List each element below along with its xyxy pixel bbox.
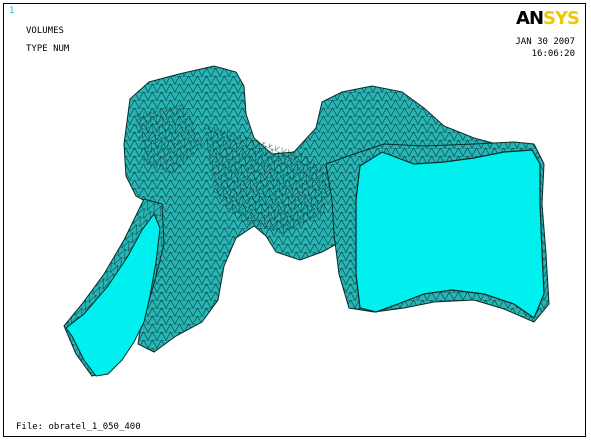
cut-face-left — [65, 213, 161, 377]
logo-sys: SYS — [543, 8, 580, 29]
cut-face-right — [355, 149, 545, 319]
time-stamp: 16:06:20 — [531, 49, 575, 59]
file-name-label: File: obratel_1_050_400 — [16, 422, 141, 432]
numbering-label: TYPE NUM — [26, 44, 70, 54]
window-number: 1 — [9, 6, 15, 16]
logo-an: AN — [516, 8, 544, 29]
date-stamp: JAN 30 2007 — [515, 37, 575, 47]
ansys-logo: ANSYS — [516, 8, 580, 29]
mesh-body — [123, 65, 525, 353]
graphics-window[interactable]: 1 VOLUMES TYPE NUM JAN 30 2007 16:06:20 … — [3, 3, 586, 437]
entity-label: VOLUMES — [26, 26, 64, 36]
vertebra-mesh-model[interactable] — [4, 4, 587, 438]
